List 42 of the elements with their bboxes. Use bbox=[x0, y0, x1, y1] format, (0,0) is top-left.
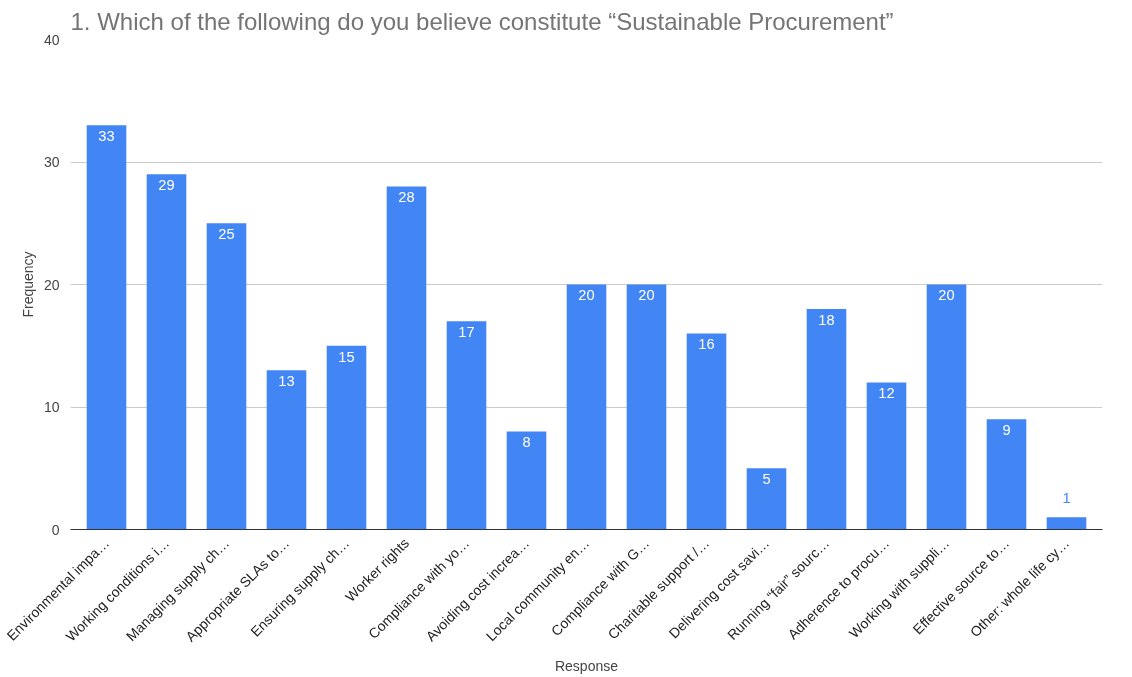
y-tick-label: 0 bbox=[51, 521, 60, 538]
data-label: 20 bbox=[638, 287, 655, 304]
bar bbox=[986, 419, 1027, 530]
chart-title: 1. Which of the following do you believe constitute “Sustainable Procurement” bbox=[70, 7, 894, 35]
y-tick-label: 30 bbox=[43, 154, 60, 170]
data-label: 1 bbox=[1062, 489, 1071, 506]
data-label: 8 bbox=[522, 434, 531, 451]
bar bbox=[806, 309, 847, 530]
bar bbox=[686, 333, 727, 530]
x-axis-title: Response bbox=[554, 658, 619, 675]
bar bbox=[506, 431, 547, 530]
bar bbox=[866, 382, 907, 530]
data-label: 17 bbox=[458, 324, 475, 341]
data-label: 9 bbox=[1002, 422, 1011, 439]
data-label: 12 bbox=[878, 385, 895, 402]
y-axis-title: Frequency bbox=[19, 251, 36, 318]
bar bbox=[926, 284, 967, 530]
bar bbox=[1046, 517, 1087, 530]
data-label: 5 bbox=[762, 471, 771, 488]
data-label: 28 bbox=[398, 189, 415, 206]
data-label: 18 bbox=[818, 311, 835, 328]
data-label: 20 bbox=[938, 287, 955, 304]
bar bbox=[86, 125, 127, 530]
data-label: 33 bbox=[98, 128, 115, 145]
bar bbox=[146, 174, 187, 530]
bar bbox=[626, 284, 667, 530]
bar bbox=[386, 186, 427, 530]
data-label: 20 bbox=[578, 287, 595, 304]
data-label: 13 bbox=[278, 373, 295, 390]
data-label: 15 bbox=[338, 348, 355, 365]
y-tick-label: 40 bbox=[43, 31, 60, 48]
bar bbox=[206, 223, 247, 530]
y-tick-label: 10 bbox=[43, 399, 60, 415]
bar bbox=[446, 321, 487, 530]
data-label: 25 bbox=[218, 226, 235, 243]
bar bbox=[566, 284, 607, 530]
bar bbox=[326, 345, 367, 530]
data-label: 29 bbox=[158, 177, 175, 194]
bar bbox=[746, 468, 787, 530]
y-tick-label: 20 bbox=[43, 276, 60, 293]
data-label: 16 bbox=[698, 336, 715, 353]
bar bbox=[266, 370, 307, 530]
